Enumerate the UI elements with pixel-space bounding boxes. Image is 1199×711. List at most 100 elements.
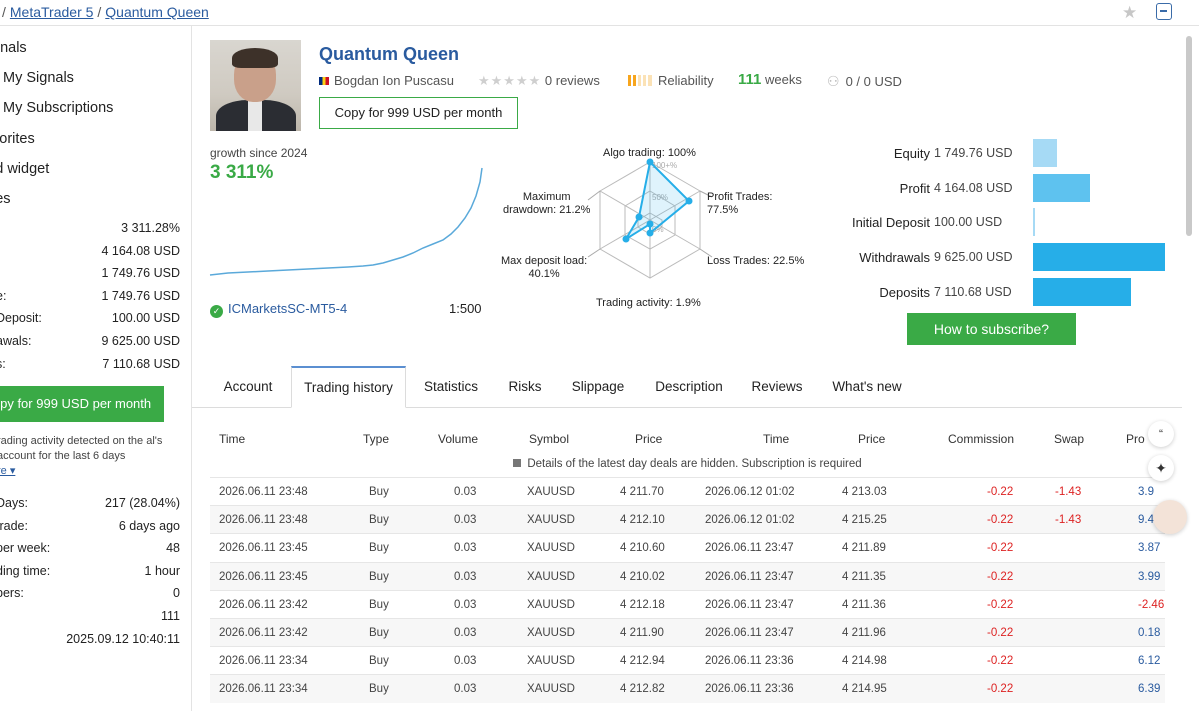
stat-key: ding time: bbox=[0, 563, 51, 578]
table-cell: -0.22 bbox=[987, 570, 1014, 583]
column-header-profit[interactable]: Pro bbox=[1126, 432, 1145, 446]
table-cell: 4 214.98 bbox=[842, 655, 887, 668]
table-row[interactable]: 2026.06.11 23:45 Buy 0.03 XAUUSD 4 210.02 202… bbox=[210, 561, 1165, 590]
sidebar-item-build-widget[interactable]: ld widget bbox=[0, 160, 50, 177]
favorite-star-icon[interactable]: ★ bbox=[1122, 3, 1138, 22]
table-row[interactable]: 2026.06.11 23:45 Buy 0.03 XAUUSD 4 210.60 202… bbox=[210, 533, 1165, 561]
table-cell: Buy bbox=[369, 486, 389, 498]
copy-button[interactable]: Copy for 999 USD per month bbox=[319, 97, 518, 129]
table-cell: 4 211.35 bbox=[842, 570, 886, 583]
how-to-subscribe-button[interactable]: How to subscribe? bbox=[907, 313, 1076, 345]
table-cell: -0.22 bbox=[987, 655, 1014, 668]
tab-slippage[interactable]: Slippage bbox=[571, 379, 625, 394]
table-cell: 2026.06.12 01:02 bbox=[705, 514, 795, 527]
column-header-close-time[interactable]: Time bbox=[763, 432, 790, 446]
growth-value: 3 311% bbox=[210, 162, 274, 183]
radar-label-loss: Loss Trades: 22.5% bbox=[707, 255, 805, 267]
sidebar-copy-button[interactable]: opy for 999 USD per month bbox=[0, 386, 164, 422]
breadcrumb: / MetaTrader 5/Quantum Queen bbox=[0, 4, 209, 20]
column-header-symbol[interactable]: Symbol bbox=[529, 432, 570, 446]
tab-reviews[interactable]: Reviews bbox=[751, 379, 803, 394]
table-cell: 4 215.25 bbox=[842, 514, 887, 527]
table-row[interactable]: 2026.06.11 23:34 Buy 0.03 XAUUSD 4 212.94 202… bbox=[210, 646, 1165, 674]
avatar-shirt bbox=[248, 100, 262, 131]
table-row[interactable]: 2026.06.11 23:48 Buy 0.03 XAUUSD 4 211.70 202… bbox=[210, 477, 1165, 505]
tab-statistics[interactable]: Statistics bbox=[423, 379, 478, 394]
table-row[interactable]: 2026.06.11 23:42 Buy 0.03 XAUUSD 4 212.18 202… bbox=[210, 589, 1165, 618]
page-scrollbar[interactable] bbox=[1186, 36, 1192, 236]
column-header-volume[interactable]: Volume bbox=[438, 432, 479, 446]
radar-ring-label: 100+% bbox=[652, 161, 677, 170]
subscribers-value: 0 / 0 USD bbox=[845, 74, 902, 89]
table-cell: XAUUSD bbox=[527, 542, 575, 555]
balance-key: Withdrawals bbox=[859, 250, 930, 266]
column-header-type[interactable]: Type bbox=[363, 432, 390, 446]
table-cell: 9.4 bbox=[1138, 514, 1154, 527]
column-header-swap[interactable]: Swap bbox=[1054, 432, 1085, 446]
reviews[interactable]: ★★★★★ 0 reviews bbox=[478, 73, 600, 89]
tab-trading-history[interactable]: Trading history bbox=[291, 366, 406, 408]
balance-value: 100.00 USD bbox=[934, 215, 1003, 230]
ai-sparkle-icon[interactable]: ✦ bbox=[1148, 455, 1174, 481]
stat-key: Deposit: bbox=[0, 311, 42, 326]
sidebar-item-my-signals[interactable]: My Signals bbox=[3, 70, 74, 87]
table-row[interactable]: 2026.06.11 23:42 Buy 0.03 XAUUSD 4 211.90 202… bbox=[210, 618, 1165, 647]
quote-widget-icon[interactable]: “ bbox=[1148, 421, 1174, 447]
stat-value: 48 bbox=[166, 541, 180, 556]
tab-account[interactable]: Account bbox=[223, 379, 273, 394]
table-cell: 4 211.90 bbox=[620, 627, 664, 639]
table-cell: 4 212.10 bbox=[620, 514, 665, 527]
reliability-bars-icon bbox=[628, 75, 652, 86]
sidebar-stat-row: Days: 217 (28.04%) bbox=[0, 496, 180, 519]
tab-description[interactable]: Description bbox=[655, 379, 723, 394]
radar-axis bbox=[649, 219, 701, 250]
table-row[interactable]: 2026.06.11 23:48 Buy 0.03 XAUUSD 4 212.10 202… bbox=[210, 505, 1165, 534]
column-header-price[interactable]: Price bbox=[635, 432, 663, 446]
breadcrumb-quantum-queen[interactable]: Quantum Queen bbox=[105, 4, 209, 20]
subscribers-icon: ⚇ bbox=[827, 73, 840, 89]
author[interactable]: Bogdan Ion Puscasu bbox=[319, 73, 454, 88]
sidebar-item-favorites[interactable]: vorites bbox=[0, 130, 35, 147]
balance-value: 4 164.08 USD bbox=[934, 180, 1013, 195]
radar-leader-line bbox=[587, 190, 601, 201]
stat-key: s: bbox=[0, 356, 6, 371]
sidebar-item-signals[interactable]: gnals bbox=[0, 40, 27, 56]
more-link[interactable]: re ▾ bbox=[0, 465, 16, 477]
table-cell: XAUUSD bbox=[527, 627, 575, 639]
radar-label-deposit: Max deposit load: 40.1% bbox=[501, 255, 588, 280]
column-header-close-price[interactable]: Price bbox=[858, 432, 886, 446]
column-header-commission[interactable]: Commission bbox=[948, 432, 1015, 446]
stat-value: 111 bbox=[160, 608, 180, 623]
stat-key: per week: bbox=[0, 541, 51, 556]
assistant-avatar-icon[interactable] bbox=[1153, 500, 1187, 534]
author-avatar[interactable] bbox=[210, 40, 301, 131]
sidebar-item-rules[interactable]: les bbox=[0, 190, 11, 207]
table-cell: -2.46 bbox=[1138, 598, 1165, 611]
radar-point-profit bbox=[685, 197, 693, 205]
table-row[interactable]: 2026.06.11 23:34 Buy 0.03 XAUUSD 4 212.82 202… bbox=[210, 674, 1165, 703]
tab-whats-new[interactable]: What's new bbox=[832, 379, 902, 394]
reliability-label: Reliability bbox=[658, 73, 714, 88]
tab-risks[interactable]: Risks bbox=[508, 379, 542, 394]
sidebar-stats-2: Days: 217 (28.04%) trade: 6 days ago per w… bbox=[0, 496, 180, 654]
table-cell: 0.03 bbox=[454, 627, 477, 639]
broker-link[interactable]: ✓ ICMarketsSC-MT5-4 bbox=[210, 301, 347, 318]
weeks-number: 111 bbox=[738, 71, 762, 88]
verified-check-icon: ✓ bbox=[210, 305, 223, 318]
balance-row: Withdrawals 9 625.00 USD bbox=[820, 243, 1180, 273]
sidebar-stat-row: trade: 6 days ago bbox=[0, 519, 180, 542]
radar-leader-line bbox=[699, 190, 713, 198]
table-cell: 2026.06.11 23:36 bbox=[705, 683, 794, 696]
bookmark-icon[interactable] bbox=[1156, 3, 1172, 20]
sidebar-stats: :3 311.28% 4 164.08 USD 1 749.76 USD e: 1… bbox=[0, 221, 180, 379]
leverage: 1:500 bbox=[449, 301, 482, 316]
column-header-time[interactable]: Time bbox=[219, 432, 246, 446]
table-cell: 4 210.60 bbox=[620, 542, 665, 555]
table-cell: 0.03 bbox=[454, 655, 477, 668]
sidebar-item-my-subscriptions[interactable]: My Subscriptions bbox=[3, 100, 114, 117]
growth-line bbox=[209, 167, 483, 276]
table-cell: Buy bbox=[369, 542, 389, 555]
table-cell: 4 211.70 bbox=[620, 486, 664, 498]
breadcrumb-metatrader5[interactable]: MetaTrader 5 bbox=[9, 4, 94, 20]
stat-value: 4 164.08 USD bbox=[101, 243, 180, 258]
